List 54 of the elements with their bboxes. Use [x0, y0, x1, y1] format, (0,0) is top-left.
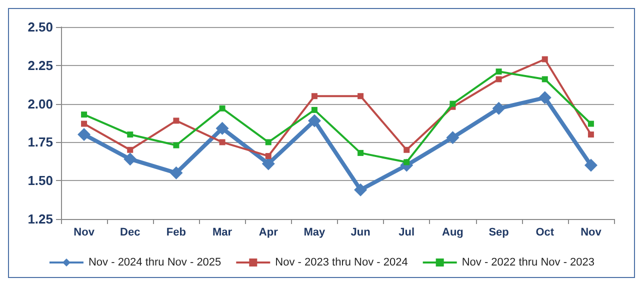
point: [492, 102, 506, 115]
point: [588, 120, 594, 127]
point: [124, 152, 137, 166]
point: [173, 118, 180, 124]
point: [308, 114, 321, 128]
legend-label: Nov - 2022 thru Nov - 2023: [462, 256, 595, 268]
point: [127, 146, 134, 153]
point: [170, 166, 183, 180]
point: [262, 157, 275, 170]
x-tick-label: Sep: [488, 226, 510, 238]
legend-label: Nov - 2023 thru Nov - 2024: [275, 256, 408, 268]
y-tick-label: 1.75: [28, 134, 53, 150]
y-tick-label: 1.50: [28, 173, 53, 188]
point: [496, 68, 502, 75]
x-tick-label: Feb: [166, 226, 186, 238]
x-tick-label: Nov: [580, 226, 602, 238]
x-tick-label: Mar: [212, 226, 233, 238]
x-tick-label: Jul: [398, 226, 415, 238]
point: [311, 93, 318, 100]
point: [265, 153, 272, 160]
y-tick-label: 2.00: [28, 96, 53, 112]
x-tick-label: Oct: [536, 226, 554, 238]
point: [354, 183, 368, 196]
point: [404, 146, 410, 153]
point: [542, 56, 548, 62]
legend-label: Nov - 2024 thru Nov - 2025: [88, 256, 222, 268]
point: [538, 91, 552, 104]
point: [173, 142, 180, 148]
x-tick-label: Nov: [74, 226, 96, 238]
point: [358, 150, 364, 156]
x-tick-label: Aug: [442, 226, 464, 238]
x-tick-label: Dec: [120, 226, 140, 238]
point: [450, 100, 456, 107]
point: [588, 132, 594, 138]
x-tick-label: May: [304, 226, 326, 238]
point: [496, 76, 502, 82]
point: [216, 122, 229, 135]
point: [219, 105, 226, 112]
x-tick-label: Jun: [350, 226, 371, 238]
y-tick-label: 1.25: [28, 212, 53, 226]
point: [358, 93, 364, 100]
y-tick-label: 2.50: [28, 20, 53, 34]
point: [542, 76, 548, 82]
point: [219, 139, 226, 146]
point: [78, 128, 91, 142]
y-tick-label: 2.25: [28, 58, 53, 73]
point: [81, 120, 88, 127]
point: [446, 131, 460, 144]
point: [584, 158, 598, 172]
point: [127, 132, 134, 138]
point: [81, 112, 88, 118]
x-tick-label: Apr: [258, 226, 279, 238]
point: [265, 139, 272, 146]
point: [311, 106, 318, 113]
